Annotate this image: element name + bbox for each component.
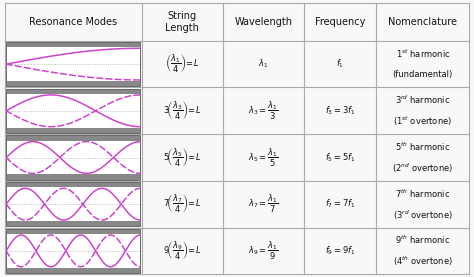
Bar xyxy=(6,175,140,180)
Bar xyxy=(6,42,140,47)
Text: (3$^{rd}$ overtone): (3$^{rd}$ overtone) xyxy=(393,208,453,222)
Bar xyxy=(6,81,140,86)
Text: (4$^{th}$ overtone): (4$^{th}$ overtone) xyxy=(393,255,453,268)
Text: (fundamental): (fundamental) xyxy=(392,70,453,79)
Text: 7$^{th}$ harmonic: 7$^{th}$ harmonic xyxy=(395,187,450,200)
Bar xyxy=(6,229,140,273)
Text: (2$^{nd}$ overtone): (2$^{nd}$ overtone) xyxy=(392,161,453,175)
Bar xyxy=(6,229,140,234)
Text: Frequency: Frequency xyxy=(315,17,365,27)
Text: $\lambda_9=\dfrac{\lambda_1}{9}$: $\lambda_9=\dfrac{\lambda_1}{9}$ xyxy=(248,240,279,262)
Text: Resonance Modes: Resonance Modes xyxy=(29,17,118,27)
Text: $7\!\left(\dfrac{\lambda_7}{4}\right)\!=\!L$: $7\!\left(\dfrac{\lambda_7}{4}\right)\!=… xyxy=(163,193,201,215)
Bar xyxy=(6,128,140,133)
Bar xyxy=(6,135,140,180)
Text: $\lambda_7=\dfrac{\lambda_1}{7}$: $\lambda_7=\dfrac{\lambda_1}{7}$ xyxy=(248,193,279,215)
Text: $\left(\dfrac{\lambda_1}{4}\right)\!=\!L$: $\left(\dfrac{\lambda_1}{4}\right)\!=\!L… xyxy=(165,53,200,75)
Bar xyxy=(6,89,140,133)
Text: (1$^{st}$ overtone): (1$^{st}$ overtone) xyxy=(393,115,452,128)
Text: String
Length: String Length xyxy=(165,11,200,33)
Text: $f_7=7f_1$: $f_7=7f_1$ xyxy=(325,198,356,211)
Text: 9$^{th}$ harmonic: 9$^{th}$ harmonic xyxy=(395,234,450,246)
Text: $f_1$: $f_1$ xyxy=(337,58,345,70)
Text: $\lambda_3=\dfrac{\lambda_1}{3}$: $\lambda_3=\dfrac{\lambda_1}{3}$ xyxy=(248,100,279,122)
Bar xyxy=(6,42,140,86)
Bar xyxy=(6,182,140,226)
Text: Nomenclature: Nomenclature xyxy=(388,17,457,27)
Bar xyxy=(6,268,140,273)
Bar xyxy=(6,221,140,226)
Bar xyxy=(6,135,140,180)
Text: $3\!\left(\dfrac{\lambda_3}{4}\right)\!=\!L$: $3\!\left(\dfrac{\lambda_3}{4}\right)\!=… xyxy=(163,100,201,122)
Text: $9\!\left(\dfrac{\lambda_9}{4}\right)\!=\!L$: $9\!\left(\dfrac{\lambda_9}{4}\right)\!=… xyxy=(163,240,201,262)
Text: 3$^{rd}$ harmonic: 3$^{rd}$ harmonic xyxy=(395,94,450,106)
Text: 5$^{th}$ harmonic: 5$^{th}$ harmonic xyxy=(395,140,450,153)
Bar xyxy=(6,182,140,187)
Text: 1$^{st}$ harmonic: 1$^{st}$ harmonic xyxy=(395,47,450,60)
Text: $f_5=5f_1$: $f_5=5f_1$ xyxy=(325,151,356,164)
Bar xyxy=(6,89,140,133)
Text: $5\!\left(\dfrac{\lambda_5}{4}\right)\!=\!L$: $5\!\left(\dfrac{\lambda_5}{4}\right)\!=… xyxy=(163,147,201,168)
Text: $\lambda_1$: $\lambda_1$ xyxy=(258,58,269,70)
Bar xyxy=(6,135,140,141)
Text: $\lambda_5=\dfrac{\lambda_1}{5}$: $\lambda_5=\dfrac{\lambda_1}{5}$ xyxy=(248,147,279,168)
Bar xyxy=(6,229,140,273)
Text: $f_3=3f_1$: $f_3=3f_1$ xyxy=(325,104,356,117)
Bar xyxy=(6,42,140,86)
Text: $f_9=9f_1$: $f_9=9f_1$ xyxy=(325,245,356,257)
Bar xyxy=(6,182,140,226)
Text: Wavelength: Wavelength xyxy=(235,17,293,27)
Bar xyxy=(6,89,140,94)
